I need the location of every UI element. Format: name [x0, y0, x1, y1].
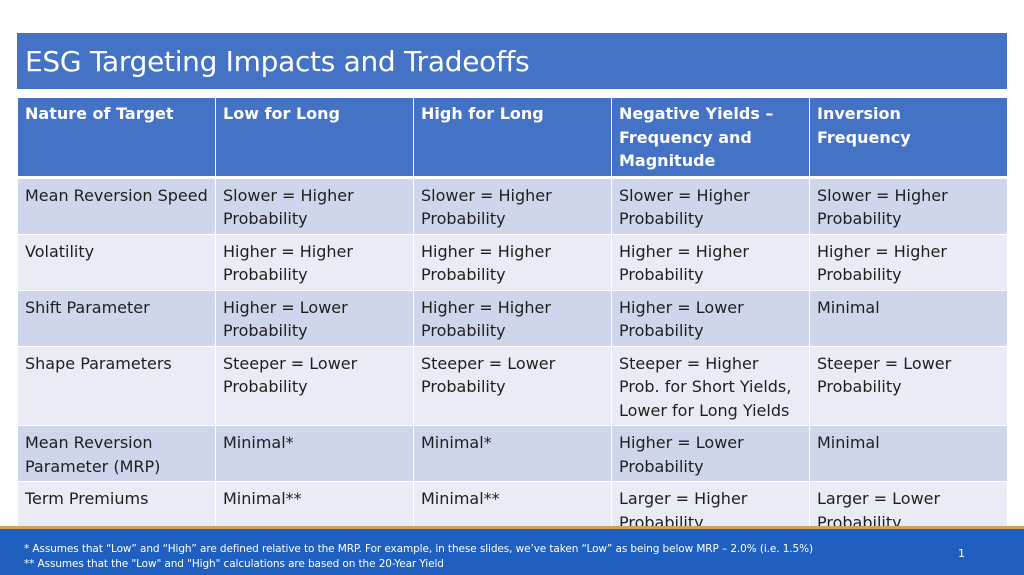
header-inversion-frequency: Inversion Frequency	[809, 97, 1008, 179]
title-bar: ESG Targeting Impacts and Tradeoffs	[17, 33, 1007, 89]
table-cell: Minimal	[809, 425, 1008, 482]
table-cell: Higher = Higher Probability	[413, 289, 612, 347]
table-cell: Slower = Higher Probability	[809, 176, 1008, 235]
table-cell: Higher = Higher Probability	[611, 233, 810, 291]
table-cell: Minimal	[809, 289, 1008, 347]
footer-bar: * Assumes that “Low” and “High” are defi…	[0, 529, 1024, 575]
table-cell: Shift Parameter	[17, 289, 216, 347]
table-cell: Steeper = Lower Probability	[809, 345, 1008, 426]
table-cell: Higher = Lower Probability	[215, 289, 414, 347]
table-cell: Slower = Higher Probability	[611, 176, 810, 235]
header-negative-yields: Negative Yields – Frequency and Magnitud…	[611, 97, 810, 179]
table-header-row: Nature of Target Low for Long High for L…	[17, 97, 1008, 179]
table-cell: Steeper = Lower Probability	[215, 345, 414, 426]
footnote-1: * Assumes that “Low” and “High” are defi…	[24, 543, 813, 555]
table-cell: Steeper = Lower Probability	[413, 345, 612, 426]
table-cell: Higher = Lower Probability	[611, 425, 810, 482]
table-cell: Mean Reversion Speed	[17, 176, 216, 235]
table-row: Volatility Higher = Higher Probability H…	[17, 233, 1008, 291]
table-cell: Higher = Higher Probability	[413, 233, 612, 291]
footer-accent-line	[0, 526, 1024, 529]
table-row: Mean Reversion Speed Slower = Higher Pro…	[17, 176, 1008, 235]
table-cell: Minimal*	[413, 425, 612, 482]
table-cell: Higher = Lower Probability	[611, 289, 810, 347]
table-cell: Shape Parameters	[17, 345, 216, 426]
table-row: Mean Reversion Parameter (MRP) Minimal* …	[17, 425, 1008, 482]
table-cell: Slower = Higher Probability	[215, 176, 414, 235]
table-cell: Steeper = Higher Prob. for Short Yields,…	[611, 345, 810, 426]
table-row: Shape Parameters Steeper = Lower Probabi…	[17, 345, 1008, 426]
table-cell: Slower = Higher Probability	[413, 176, 612, 235]
impacts-table: Nature of Target Low for Long High for L…	[17, 97, 1008, 538]
table-cell: Higher = Higher Probability	[215, 233, 414, 291]
table-row: Shift Parameter Higher = Lower Probabili…	[17, 289, 1008, 347]
footnote-2: ** Assumes that the "Low" and "High" cal…	[24, 558, 444, 570]
table-cell: Higher = Higher Probability	[809, 233, 1008, 291]
table-cell: Minimal*	[215, 425, 414, 482]
table-cell: Volatility	[17, 233, 216, 291]
page-number: 1	[958, 547, 965, 560]
header-nature-of-target: Nature of Target	[17, 97, 216, 179]
table-cell: Mean Reversion Parameter (MRP)	[17, 425, 216, 482]
header-high-for-long: High for Long	[413, 97, 612, 179]
header-low-for-long: Low for Long	[215, 97, 414, 179]
slide-title: ESG Targeting Impacts and Tradeoffs	[25, 44, 530, 78]
